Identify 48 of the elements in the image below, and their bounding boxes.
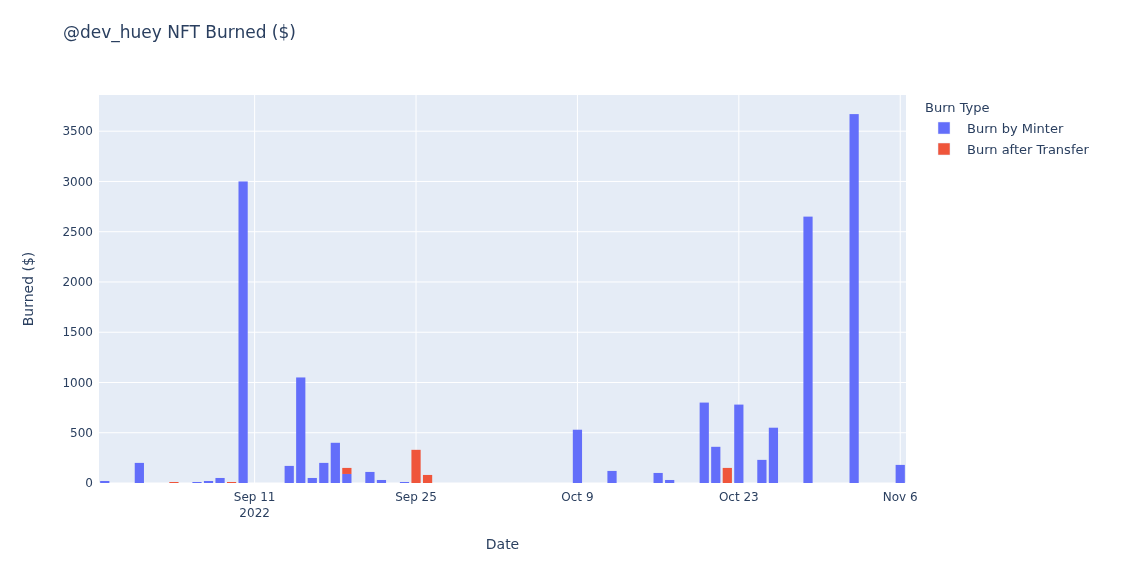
bar [365,471,375,483]
y-tick-label: 2000 [62,275,93,290]
bar [768,427,779,483]
bar [711,446,721,483]
bar [422,474,433,483]
legend-label: Burn after Transfer [967,141,1090,157]
bar [411,449,421,483]
y-tick-label: 3000 [62,174,93,189]
bar [307,477,317,483]
bar [803,216,813,483]
bar [757,459,767,483]
y-tick-label: 0 [85,476,93,491]
y-tick-label: 1500 [62,325,93,340]
bar [722,467,732,483]
legend-label: Burn by Minter [967,120,1064,136]
y-tick-label: 2500 [62,224,93,239]
x-tick-label: Sep 25 [395,490,437,504]
bar [134,462,144,483]
bar [284,465,294,483]
bar [376,479,387,483]
bar [653,472,663,483]
legend-title: Burn Type [925,100,990,115]
bar [699,402,709,483]
y-tick-label: 1000 [62,375,93,390]
bar [203,480,214,483]
x-tick-label: Oct 9 [561,490,594,504]
bar [342,467,352,474]
bar [734,404,744,483]
bar [100,480,110,483]
x-tick-label: Oct 23 [718,490,759,504]
bar [238,181,248,483]
bar [849,114,859,483]
chart-title: @dev_huey NFT Burned ($) [63,22,296,43]
bar [296,377,306,483]
bar [572,429,583,483]
bar [895,464,905,483]
bar [215,477,225,483]
x-tick-label: Nov 6 [882,490,918,504]
bar [665,479,675,483]
bar [342,473,352,483]
x-tick-label: Sep 11 2022 [233,490,276,520]
x-axis-title: Date [485,536,520,552]
bar [319,462,329,483]
y-tick-label: 3500 [62,124,93,139]
y-axis-title: Burned ($) [20,251,36,327]
bar [607,470,617,483]
bar [330,442,340,483]
y-tick-label: 500 [70,425,93,440]
